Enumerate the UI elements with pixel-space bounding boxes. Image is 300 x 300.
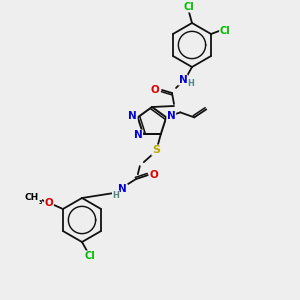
Text: CH: CH [25, 193, 39, 202]
Text: H: H [188, 80, 194, 88]
Text: S: S [152, 145, 160, 155]
Text: O: O [149, 170, 158, 180]
Text: N: N [178, 75, 188, 85]
Text: N: N [167, 111, 176, 122]
Text: Cl: Cl [220, 26, 230, 36]
Text: Cl: Cl [184, 2, 194, 12]
Text: N: N [128, 111, 137, 122]
Text: O: O [45, 198, 53, 208]
Text: N: N [118, 184, 127, 194]
Text: ₃: ₃ [38, 196, 42, 206]
Text: Cl: Cl [85, 251, 95, 261]
Text: O: O [151, 85, 159, 95]
Text: N: N [134, 130, 142, 140]
Text: H: H [112, 190, 119, 200]
